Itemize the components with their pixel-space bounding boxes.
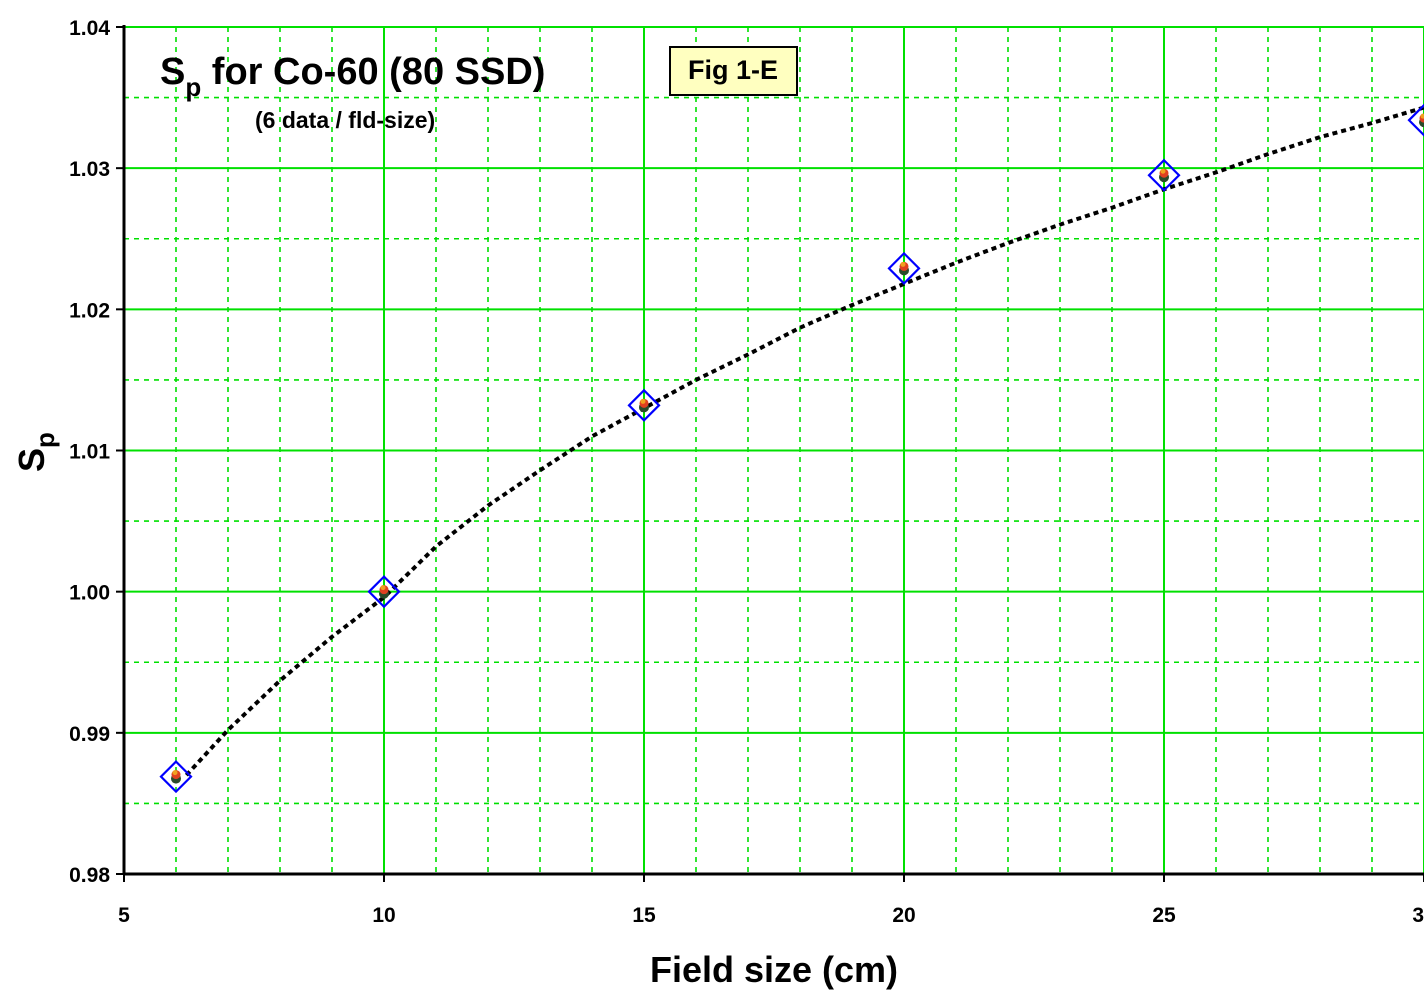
trendline-path (184, 105, 1424, 777)
x-tick-label: 5 (118, 904, 130, 927)
x-tick-label: 15 (632, 904, 656, 927)
x-tick-label: 25 (1152, 904, 1176, 927)
data-point (887, 251, 921, 285)
x-tick-labels: 5 10 15 20 25 30 (118, 904, 1424, 927)
data-point (159, 760, 193, 794)
data-point (367, 575, 401, 609)
y-tick-label: 1.03 (69, 158, 110, 181)
y-tick-label: 1.01 (69, 441, 110, 464)
x-tick-label: 20 (892, 904, 915, 927)
x-axis-title: Field size (cm) (650, 949, 898, 990)
trendline (184, 105, 1424, 777)
chart-title: Sp for Co-60 (80 SSD) (160, 51, 545, 102)
data-point (627, 388, 661, 422)
grid (124, 26, 1424, 874)
figure-label: Fig 1-E (688, 55, 778, 85)
y-tick-label: 1.00 (69, 582, 110, 605)
y-tick-label: 0.99 (69, 723, 110, 746)
axes (116, 25, 1424, 882)
y-axis-title: Sp (11, 432, 60, 472)
x-tick-label: 30 (1412, 904, 1424, 927)
x-tick-label: 10 (372, 904, 395, 927)
data-point (1407, 103, 1424, 137)
chart-subtitle: (6 data / fld-size) (255, 107, 435, 133)
data-points (159, 103, 1424, 794)
y-tick-label: 0.98 (69, 864, 110, 887)
y-tick-label: 1.04 (69, 17, 110, 40)
y-tick-label: 1.02 (69, 299, 110, 322)
figure-label-box (669, 46, 798, 96)
data-point (1147, 158, 1181, 192)
y-tick-labels: 0.98 0.99 1.00 1.01 1.02 1.03 1.04 (69, 17, 110, 887)
